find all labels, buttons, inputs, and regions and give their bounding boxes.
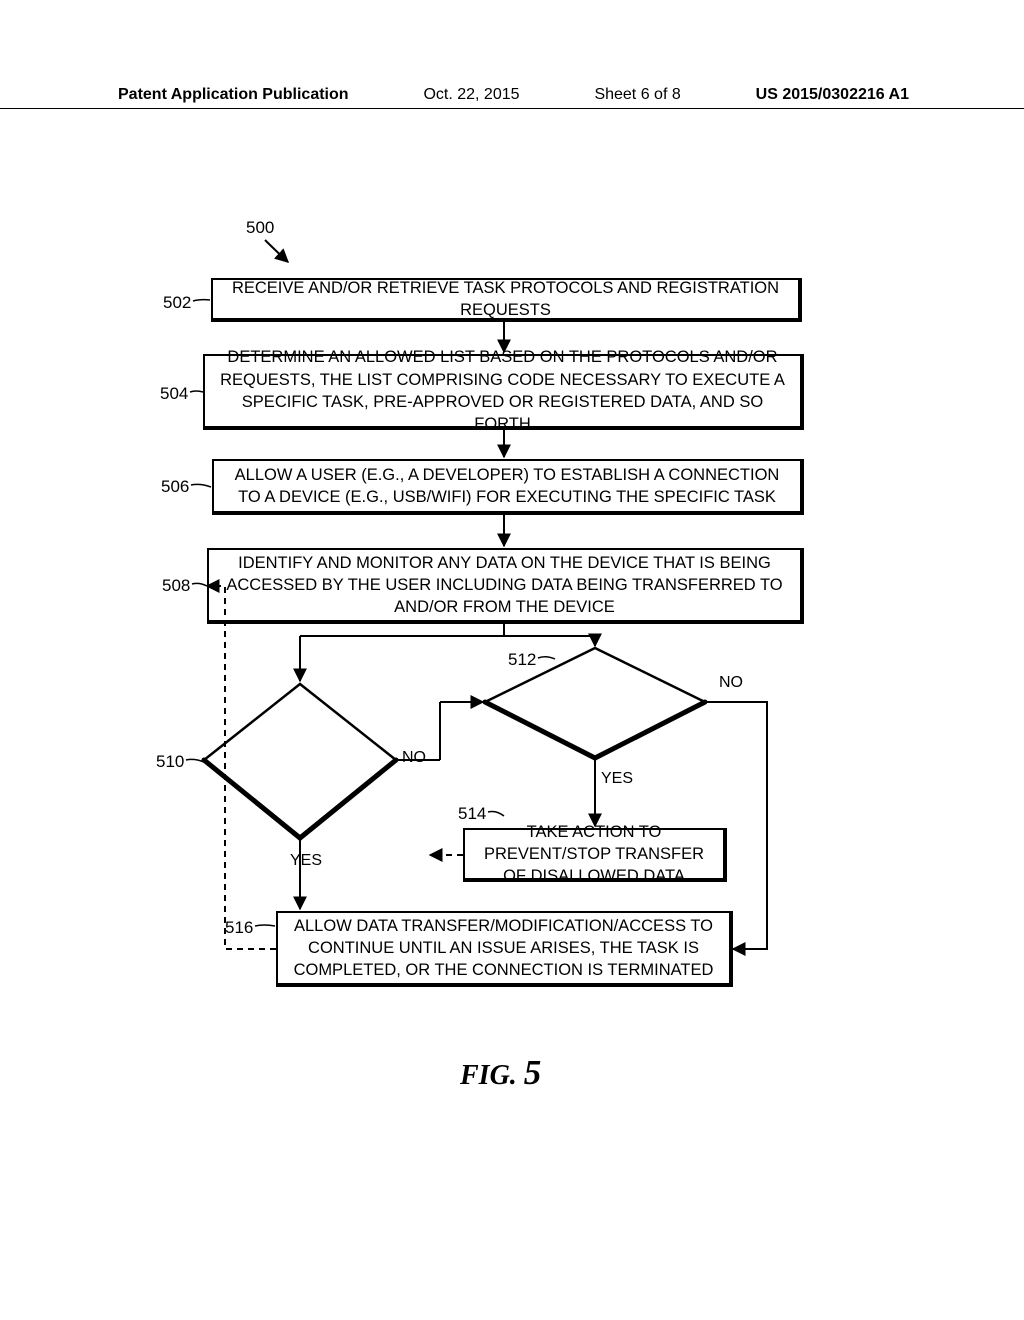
box-516: ALLOW DATA TRANSFER/MODIFICATION/ACCESS …	[276, 911, 733, 987]
page-header: Patent Application Publication Oct. 22, …	[0, 86, 1024, 109]
ref-504: 504	[160, 384, 188, 404]
box-508-text: IDENTIFY AND MONITOR ANY DATA ON THE DEV…	[219, 552, 790, 619]
diamond-512-text: IS THE DATA PROPRIETARY?	[525, 684, 665, 726]
ref-510: 510	[156, 752, 184, 772]
box-504-text: DETERMINE AN ALLOWED LIST BASED ON THE P…	[215, 346, 790, 435]
box-508: IDENTIFY AND MONITOR ANY DATA ON THE DEV…	[207, 548, 804, 624]
publication-date: Oct. 22, 2015	[423, 86, 519, 104]
ref-508: 508	[162, 576, 190, 596]
figure-caption-number: 5	[524, 1053, 542, 1092]
figure-caption: FIG. 5	[460, 1053, 541, 1093]
ref-512: 512	[508, 650, 536, 670]
edge-510-yes: YES	[290, 852, 322, 870]
box-514: TAKE ACTION TO PREVENT/STOP TRANSFER OF …	[463, 828, 727, 882]
box-506-text: ALLOW A USER (E.G., A DEVELOPER) TO ESTA…	[224, 464, 790, 509]
box-506: ALLOW A USER (E.G., A DEVELOPER) TO ESTA…	[212, 459, 804, 515]
box-502: RECEIVE AND/OR RETRIEVE TASK PROTOCOLS A…	[211, 278, 802, 322]
figure-caption-prefix: FIG.	[460, 1060, 517, 1091]
publication-label: Patent Application Publication	[118, 86, 349, 104]
diamond-510-text: IS THE DATA INCLUDED IN THE ALLOWED LIST…	[225, 710, 373, 814]
box-502-text: RECEIVE AND/OR RETRIEVE TASK PROTOCOLS A…	[223, 277, 788, 322]
edge-510-no: NO	[402, 749, 426, 767]
ref-500-arrow	[265, 240, 288, 262]
page: Patent Application Publication Oct. 22, …	[0, 0, 1024, 1320]
box-504: DETERMINE AN ALLOWED LIST BASED ON THE P…	[203, 354, 804, 430]
ref-500: 500	[246, 218, 274, 238]
edge-512-yes: YES	[601, 770, 633, 788]
sheet-number: Sheet 6 of 8	[594, 86, 680, 104]
box-514-text: TAKE ACTION TO PREVENT/STOP TRANSFER OF …	[475, 821, 713, 888]
publication-number: US 2015/0302216 A1	[756, 86, 909, 104]
box-516-text: ALLOW DATA TRANSFER/MODIFICATION/ACCESS …	[288, 915, 719, 982]
edge-512-no: NO	[719, 674, 743, 692]
ref-502: 502	[163, 293, 191, 313]
ref-506: 506	[161, 477, 189, 497]
ref-516: 516	[225, 918, 253, 938]
